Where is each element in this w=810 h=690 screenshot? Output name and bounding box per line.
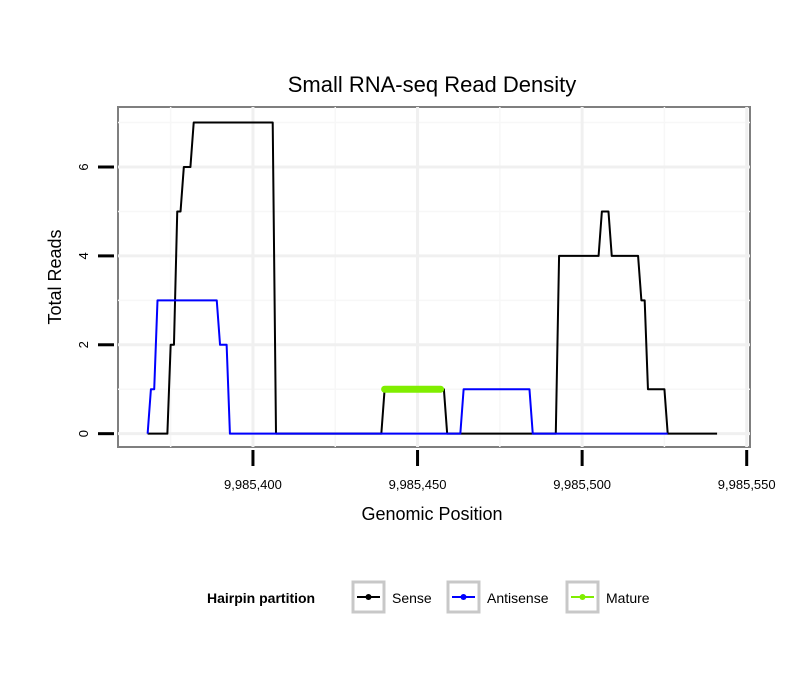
y-tick-label: 0 bbox=[76, 430, 91, 437]
plot-background bbox=[117, 106, 751, 448]
x-tick-label: 9,985,450 bbox=[389, 477, 447, 492]
y-tick-label: 2 bbox=[76, 341, 91, 348]
x-axis-label: Genomic Position bbox=[361, 504, 502, 524]
chart-title: Small RNA-seq Read Density bbox=[288, 72, 577, 97]
legend-label-antisense: Antisense bbox=[487, 590, 549, 606]
legend-label-sense: Sense bbox=[392, 590, 432, 606]
x-tick-label: 9,985,500 bbox=[553, 477, 611, 492]
legend-key-dot bbox=[365, 594, 372, 600]
y-axis-label: Total Reads bbox=[45, 229, 65, 324]
x-tick-label: 9,985,550 bbox=[718, 477, 776, 492]
x-axis: 9,985,400 9,985,450 9,985,500 9,985,550 bbox=[224, 450, 776, 492]
legend-item-mature: Mature bbox=[565, 580, 650, 614]
plot-panel bbox=[117, 106, 751, 448]
y-tick-label: 4 bbox=[76, 252, 91, 259]
legend-item-antisense: Antisense bbox=[446, 580, 549, 614]
series-line-antisense bbox=[146, 299, 668, 435]
legend-key-dot bbox=[579, 594, 586, 600]
legend-key-dot bbox=[460, 594, 467, 600]
legend-item-sense: Sense bbox=[351, 580, 432, 614]
legend-label-mature: Mature bbox=[606, 590, 650, 606]
series-layer bbox=[146, 121, 718, 435]
y-axis: 0 2 4 6 bbox=[76, 163, 114, 437]
y-tick-label: 6 bbox=[76, 163, 91, 170]
legend: Hairpin partition Sense Antisense Mature bbox=[207, 580, 650, 614]
x-tick-label: 9,985,400 bbox=[224, 477, 282, 492]
legend-title: Hairpin partition bbox=[207, 590, 315, 606]
